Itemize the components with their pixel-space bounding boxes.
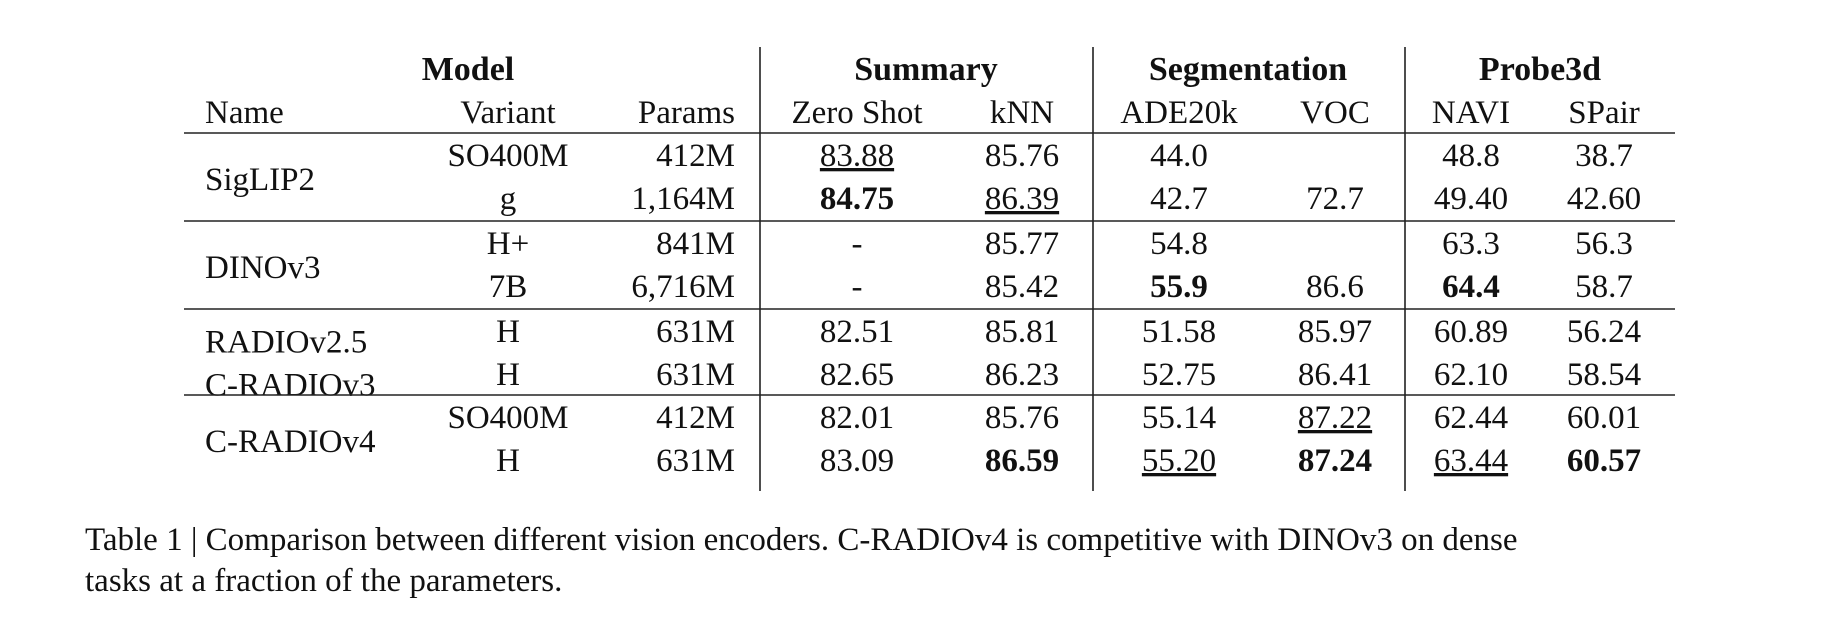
table-cell: 85.97 (1298, 314, 1372, 350)
table-cell: 42.7 (1150, 181, 1208, 217)
table-cell: 60.57 (1567, 443, 1641, 479)
table-cell: 58.54 (1567, 357, 1641, 393)
table-cell: 56.24 (1567, 314, 1641, 350)
table-cell: 85.76 (985, 400, 1059, 436)
table-cell: 54.8 (1150, 226, 1208, 262)
table-cell: H (496, 443, 520, 479)
column-header: Params (638, 95, 735, 131)
table-cell: 86.6 (1306, 269, 1364, 305)
table-cell: 83.09 (820, 443, 894, 479)
table-cell: 44.0 (1150, 138, 1208, 174)
table-cell: 86.23 (985, 357, 1059, 393)
table-cell: SO400M (447, 138, 568, 174)
table-cell: 51.58 (1142, 314, 1216, 350)
model-name: DINOv3 (205, 250, 320, 286)
table-cell: 412M (656, 400, 735, 436)
table-cell: 83.88 (820, 138, 894, 174)
table-cell: 82.65 (820, 357, 894, 393)
table-cell: g (500, 181, 517, 217)
table-cell: 1,164M (631, 181, 735, 217)
table-cell: 55.9 (1150, 269, 1208, 305)
table-cell: 52.75 (1142, 357, 1216, 393)
table-cell: H (496, 314, 520, 350)
table-cell: 62.10 (1434, 357, 1508, 393)
column-header: Zero Shot (791, 95, 922, 131)
table-cell: 85.81 (985, 314, 1059, 350)
table-cell: 87.24 (1298, 443, 1372, 479)
table-cell: 82.01 (820, 400, 894, 436)
table-cell: 841M (656, 226, 735, 262)
column-header: NAVI (1432, 95, 1510, 131)
table-cell: 85.77 (985, 226, 1059, 262)
table-cell: - (852, 226, 863, 262)
table-cell: 72.7 (1306, 181, 1364, 217)
table-cell: 62.44 (1434, 400, 1508, 436)
column-header: VOC (1300, 95, 1370, 131)
column-header: kNN (990, 95, 1054, 131)
table-cell: 55.20 (1142, 443, 1216, 479)
column-header: Variant (460, 95, 555, 131)
table-cell: 63.44 (1434, 443, 1508, 479)
table-cell: 85.76 (985, 138, 1059, 174)
group-header: Segmentation (1149, 51, 1347, 88)
table-cell: 7B (489, 269, 528, 305)
table-cell: 412M (656, 138, 735, 174)
table-cell: 56.3 (1575, 226, 1633, 262)
table-cell: 87.22 (1298, 400, 1372, 436)
table-cell: 631M (656, 443, 735, 479)
table-cell: H (496, 357, 520, 393)
table-cell: 63.3 (1442, 226, 1500, 262)
table-cell: 58.7 (1575, 269, 1633, 305)
table-cell: 86.59 (985, 443, 1059, 479)
table-cell: 84.75 (820, 181, 894, 217)
caption: Table 1 | Comparison between different v… (85, 522, 1517, 558)
table-cell: 631M (656, 314, 735, 350)
table-cell: 55.14 (1142, 400, 1216, 436)
table-cell: - (852, 269, 863, 305)
model-name: C-RADIOv4 (205, 424, 376, 460)
table-cell: 6,716M (631, 269, 735, 305)
group-header: Summary (854, 51, 998, 88)
group-header: Model (422, 51, 515, 88)
table-cell: 60.01 (1567, 400, 1641, 436)
column-header: SPair (1568, 95, 1640, 131)
table-cell: 631M (656, 357, 735, 393)
table-cell: 49.40 (1434, 181, 1508, 217)
column-header: ADE20k (1120, 95, 1238, 131)
table-cell: 86.39 (985, 181, 1059, 217)
caption: tasks at a fraction of the parameters. (85, 563, 562, 599)
model-name: RADIOv2.5 (205, 325, 367, 361)
model-name: SigLIP2 (205, 162, 315, 198)
table-cell: 86.41 (1298, 357, 1372, 393)
table-cell: 38.7 (1575, 138, 1633, 174)
table-cell: SO400M (447, 400, 568, 436)
column-header: Name (205, 95, 284, 131)
table-cell: 85.42 (985, 269, 1059, 305)
table-cell: 42.60 (1567, 181, 1641, 217)
table-cell: 82.51 (820, 314, 894, 350)
table-cell: 64.4 (1442, 269, 1500, 305)
group-header: Probe3d (1479, 51, 1601, 88)
model-name: C-RADIOv3 (205, 368, 376, 404)
table-cell: 48.8 (1442, 138, 1500, 174)
table-cell: H+ (487, 226, 529, 262)
table-cell: 60.89 (1434, 314, 1508, 350)
